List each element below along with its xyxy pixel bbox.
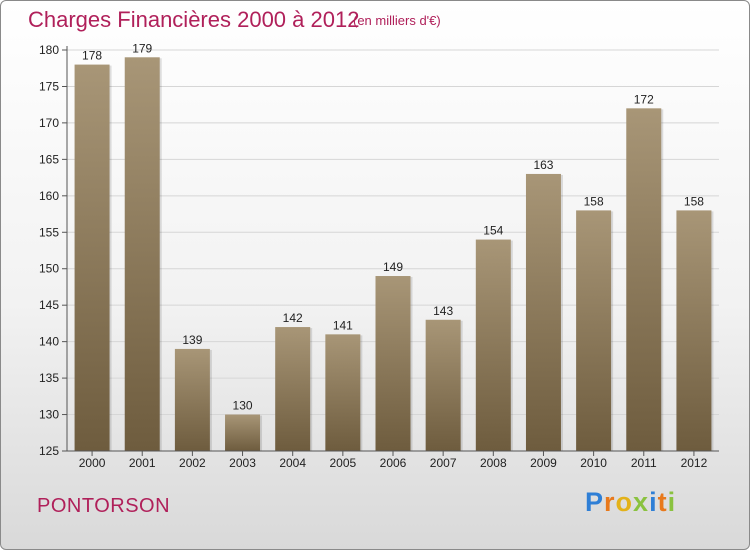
y-tick-label: 165	[39, 152, 59, 166]
logo-letter: i	[667, 487, 677, 517]
bar-value-label: 158	[584, 194, 604, 208]
x-tick-label: 2004	[279, 456, 306, 470]
bar	[174, 348, 210, 451]
x-tick-label: 2003	[229, 456, 256, 470]
x-tick-label: 2007	[430, 456, 457, 470]
y-tick-label: 135	[39, 371, 59, 385]
x-tick-label: 2010	[580, 456, 607, 470]
y-tick-label: 155	[39, 225, 59, 239]
chart-subtitle: (en milliers d'€)	[353, 13, 441, 28]
bar-value-label: 172	[634, 92, 654, 106]
bar-value-label: 143	[433, 304, 453, 318]
bar-value-label: 141	[333, 318, 353, 332]
bar-value-label: 154	[483, 224, 503, 238]
y-tick-label: 160	[39, 189, 59, 203]
x-tick-label: 2000	[79, 456, 106, 470]
y-tick-label: 140	[39, 335, 59, 349]
x-tick-label: 2006	[380, 456, 407, 470]
bar	[425, 319, 461, 451]
y-tick-label: 130	[39, 408, 59, 422]
x-tick-label: 2011	[631, 456, 657, 470]
bar	[676, 210, 712, 451]
y-tick-label: 125	[39, 444, 59, 458]
bar	[475, 239, 511, 451]
bar-value-label: 149	[383, 260, 403, 274]
x-tick-label: 2008	[480, 456, 507, 470]
bar-value-label: 139	[182, 333, 202, 347]
bar-value-label: 163	[533, 158, 553, 172]
proxiti-logo: Proxiti	[585, 487, 676, 518]
logo-letter: t	[657, 487, 668, 517]
x-tick-label: 2002	[179, 456, 206, 470]
logo-letter: P	[585, 487, 605, 517]
bar-value-label: 179	[132, 41, 152, 55]
chart-title: Charges Financières 2000 à 2012	[28, 7, 360, 32]
bar	[74, 64, 110, 451]
bar-value-label: 142	[283, 311, 303, 325]
bar	[124, 57, 160, 452]
logo-letter: x	[633, 487, 650, 517]
x-tick-label: 2012	[681, 456, 708, 470]
y-tick-label: 180	[39, 43, 59, 57]
bar-value-label: 178	[82, 49, 102, 63]
x-tick-label: 2009	[530, 456, 557, 470]
place-name: PONTORSON	[37, 495, 171, 517]
logo-letter: r	[604, 487, 616, 517]
bar-value-label: 130	[233, 399, 253, 413]
x-tick-label: 2001	[129, 456, 156, 470]
logo-letter: i	[649, 487, 658, 517]
bar	[275, 327, 311, 451]
x-tick-label: 2005	[329, 456, 356, 470]
bar	[225, 414, 261, 451]
bar	[525, 173, 561, 452]
y-tick-label: 170	[39, 116, 59, 130]
bar	[626, 108, 662, 451]
y-tick-label: 175	[39, 79, 59, 93]
y-tick-label: 150	[39, 262, 59, 276]
bar	[576, 210, 612, 451]
logo-letter: o	[615, 487, 634, 517]
bar-value-label: 158	[684, 194, 704, 208]
bar	[325, 334, 361, 451]
y-tick-label: 145	[39, 298, 59, 312]
bar	[375, 276, 411, 451]
